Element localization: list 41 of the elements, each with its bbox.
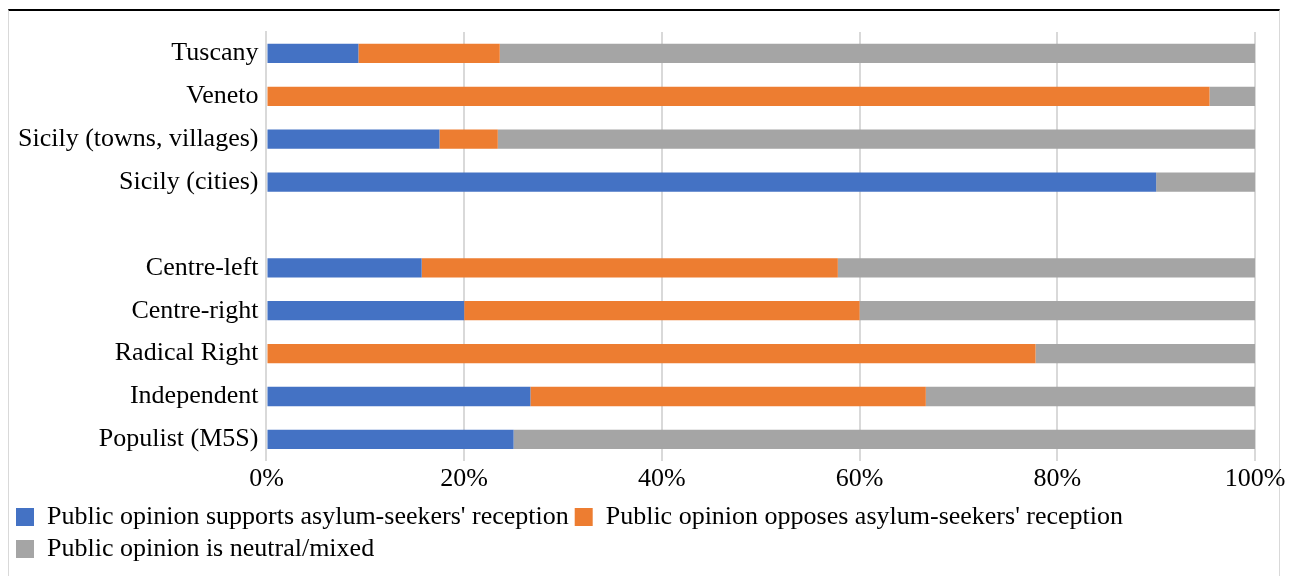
x-tick-label: 20% — [440, 463, 489, 493]
bar — [267, 386, 531, 407]
bar — [1209, 86, 1255, 106]
bar — [530, 386, 926, 407]
y-tick-label: Populist (M5S) — [98, 423, 259, 453]
bar — [439, 129, 498, 149]
legend-label: Public opinion opposes asylum-seekers' reception — [605, 500, 1124, 530]
bar — [267, 301, 465, 321]
bar — [1156, 172, 1255, 192]
bar — [859, 301, 1255, 321]
x-tick-label: 60% — [835, 463, 884, 493]
y-tick-label: Veneto — [186, 80, 259, 110]
y-tick-label: Sicily (towns, villages) — [17, 123, 259, 153]
x-tick-label: 40% — [638, 463, 686, 493]
bar — [421, 258, 838, 278]
bar — [267, 343, 1036, 364]
bar — [1035, 343, 1255, 364]
bar — [837, 258, 1255, 278]
bar — [267, 172, 1157, 192]
bar — [513, 429, 1255, 450]
bar — [497, 129, 1255, 149]
y-tick-label: Sicily (cities) — [119, 165, 259, 195]
y-tick-label: Centre-right — [131, 294, 260, 324]
x-tick-label: 80% — [1033, 463, 1082, 493]
bar — [267, 429, 514, 450]
legend-label: Public opinion supports asylum-seekers' reception — [47, 500, 569, 530]
bar — [925, 386, 1255, 407]
bar — [464, 301, 860, 321]
bar — [267, 258, 422, 278]
y-tick-label: Independent — [129, 380, 260, 410]
legend-label: Public opinion is neutral/mixed — [47, 532, 375, 562]
bar — [267, 43, 359, 64]
x-tick-label: 0% — [249, 463, 284, 493]
y-tick-label: Centre-left — [145, 251, 260, 281]
bar — [267, 129, 440, 149]
x-tick-label: 100% — [1224, 463, 1286, 493]
bar — [267, 86, 1210, 106]
bar — [499, 43, 1255, 64]
y-tick-label: Radical Right — [114, 337, 260, 367]
y-tick-label: Tuscany — [171, 37, 259, 67]
bar — [358, 43, 500, 64]
